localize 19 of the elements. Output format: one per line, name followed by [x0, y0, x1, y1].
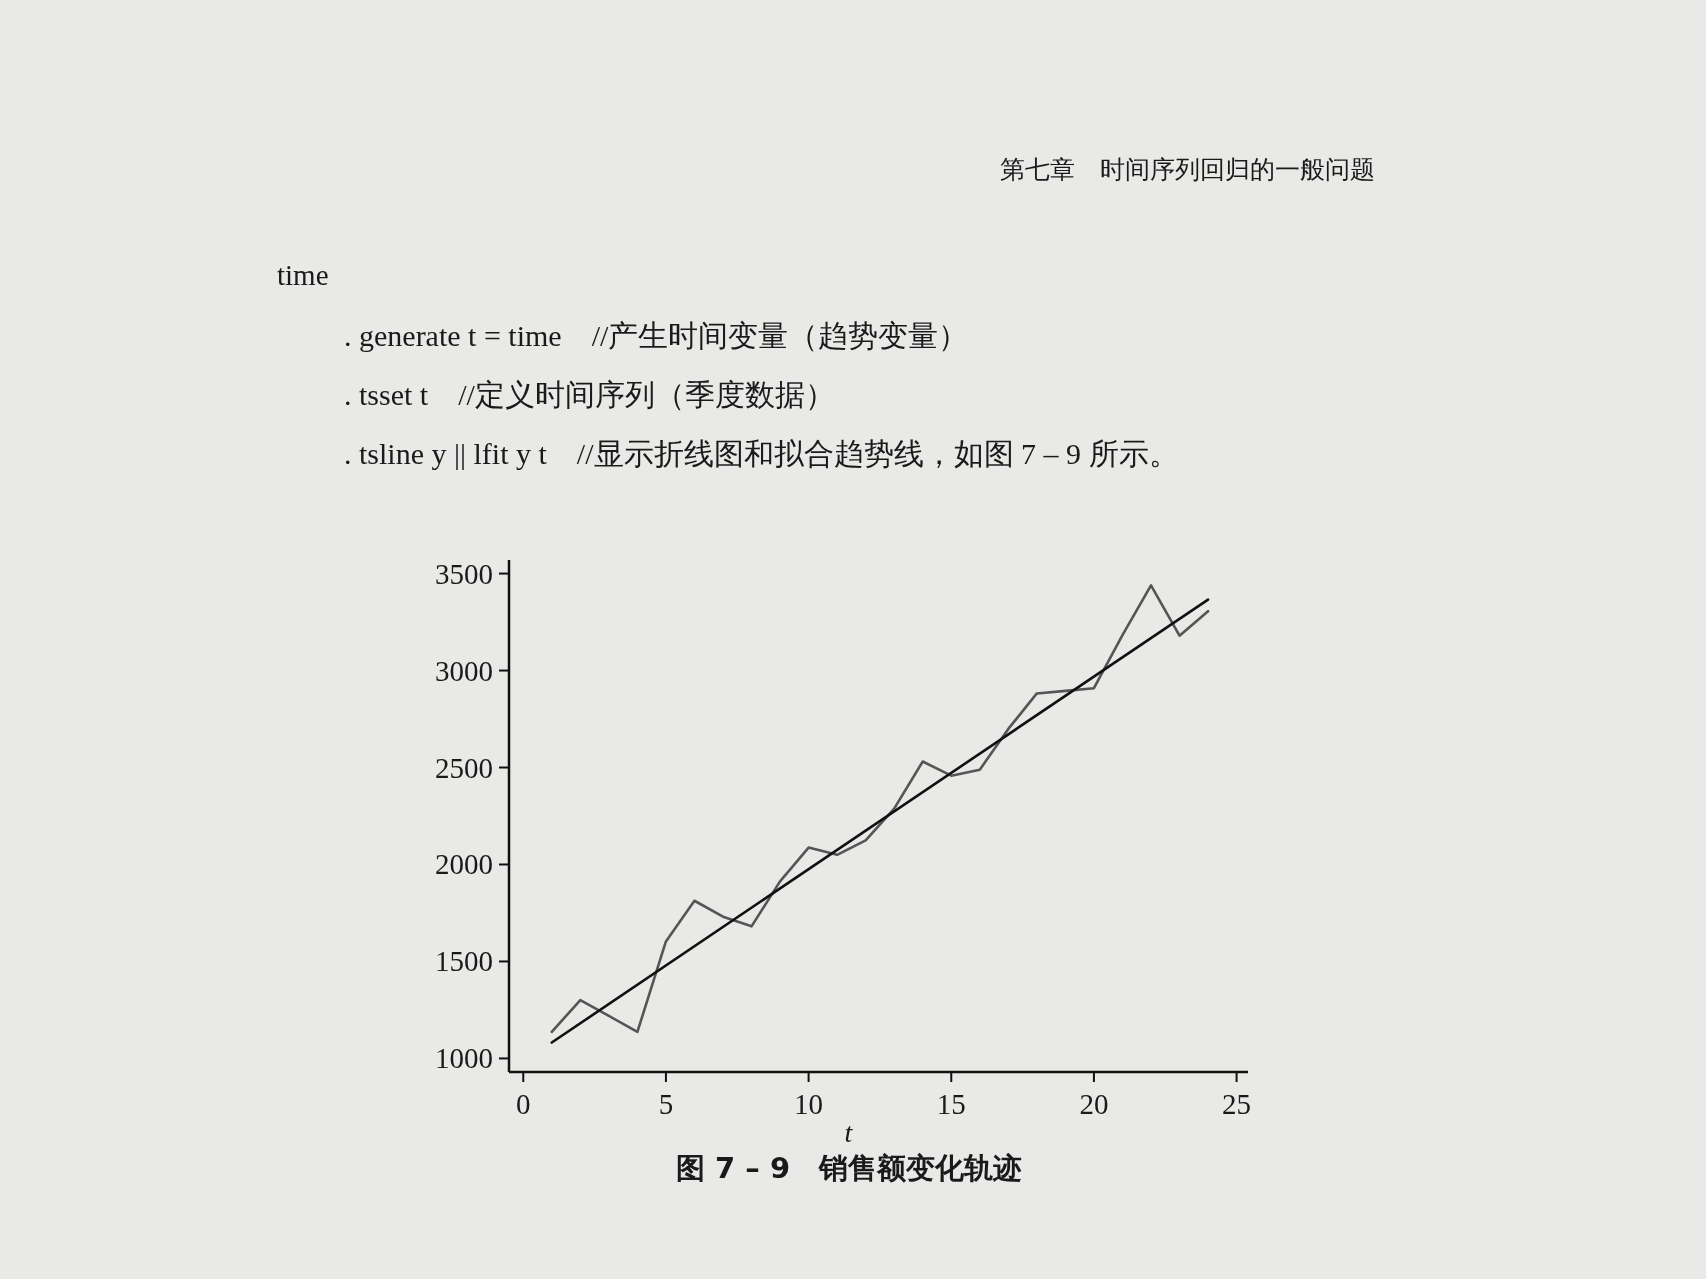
- y-tick-label: 2000: [435, 848, 493, 881]
- y-tick-label: 3000: [435, 654, 493, 687]
- x-axis-title: t: [844, 1117, 854, 1148]
- text: time: [277, 259, 329, 291]
- text: . generate t = time //产生时间变量（趋势变量）: [344, 319, 969, 352]
- x-tick-label: 25: [1222, 1088, 1252, 1120]
- x-tick-label: 20: [1079, 1088, 1109, 1120]
- y-tick-label: 1500: [435, 945, 493, 978]
- text: 第七章 时间序列回归的一般问题: [1000, 155, 1375, 184]
- y-tick-label: 3500: [435, 557, 493, 590]
- y-tick-label: 1000: [435, 1042, 493, 1075]
- text: . tsline y || lfit y t //显示折线图和拟合趋势线，如图 7 – 9 所示。: [344, 437, 1179, 470]
- text: . tsset t //定义时间序列（季度数据）: [344, 378, 835, 411]
- x-tick-label: 5: [658, 1088, 674, 1120]
- y-tick-label: 2500: [435, 751, 493, 784]
- x-tick-label: 10: [794, 1088, 824, 1120]
- x-tick-label: 15: [936, 1088, 966, 1120]
- text: 图 7 – 9 销售额变化轨迹: [675, 1151, 1023, 1185]
- x-tick-label: 0: [516, 1088, 531, 1120]
